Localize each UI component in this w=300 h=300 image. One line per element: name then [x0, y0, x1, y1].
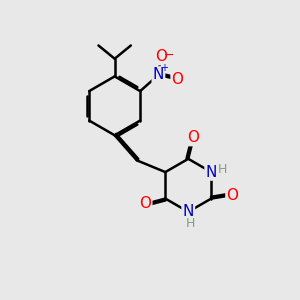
Text: O: O — [172, 72, 184, 87]
Text: H: H — [218, 163, 227, 176]
Text: N: N — [183, 204, 194, 219]
Text: O: O — [226, 188, 238, 202]
Text: O: O — [139, 196, 151, 211]
Text: H: H — [186, 217, 195, 230]
Text: O: O — [155, 49, 167, 64]
Text: N: N — [153, 68, 164, 82]
Text: O: O — [188, 130, 200, 145]
Text: +: + — [160, 63, 168, 74]
Text: −: − — [164, 49, 174, 62]
Text: N: N — [206, 165, 217, 180]
